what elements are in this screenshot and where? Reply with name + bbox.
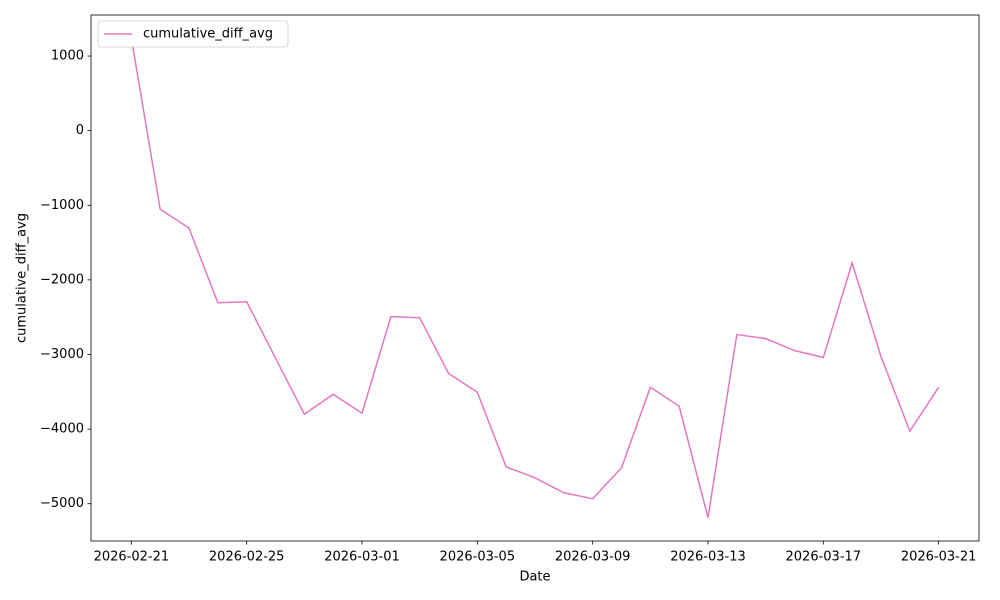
- y-tick-label: −2000: [40, 272, 84, 287]
- x-axis-label: Date: [519, 570, 550, 585]
- x-tick-label: 2026-03-05: [440, 550, 516, 565]
- y-tick-label: −1000: [40, 198, 84, 213]
- x-tick-label: 2026-03-17: [786, 550, 862, 565]
- y-tick-label: 1000: [51, 49, 84, 64]
- x-tick-label: 2026-03-13: [670, 550, 746, 565]
- axes-frame: [90, 14, 980, 542]
- y-tick-label: −5000: [40, 496, 84, 511]
- x-tick-label: 2026-03-21: [901, 550, 977, 565]
- y-tick-label: −3000: [40, 347, 84, 362]
- x-tick-label: 2026-02-25: [209, 550, 285, 565]
- y-tick-label: −4000: [40, 422, 84, 437]
- x-tick-label: 2026-02-21: [94, 550, 170, 565]
- legend-label: cumulative_diff_avg: [143, 27, 273, 42]
- x-tick-label: 2026-03-09: [555, 550, 631, 565]
- y-tick-label: 0: [76, 123, 84, 138]
- x-tick-label: 2026-03-01: [324, 550, 400, 565]
- y-axis-label: cumulative_diff_avg: [15, 213, 30, 343]
- legend-box: [97, 20, 289, 48]
- data-line: [130, 38, 940, 518]
